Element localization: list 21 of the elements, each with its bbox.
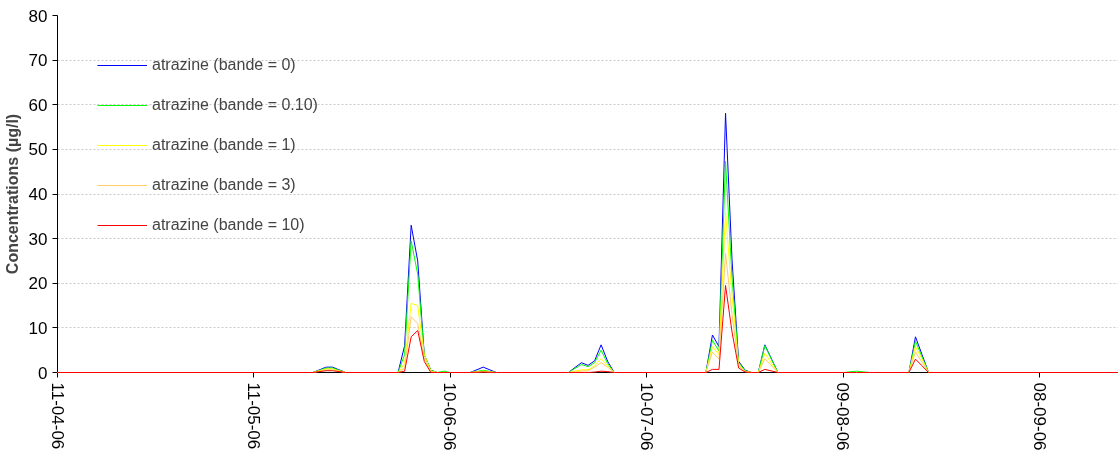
x-tick-label: 10-06-06: [440, 382, 460, 451]
legend-label: atrazine (bande = 0): [152, 56, 296, 74]
legend-label: atrazine (bande = 3): [152, 176, 296, 194]
y-tick-label: 20: [28, 274, 48, 294]
legend-label: atrazine (bande = 1): [152, 136, 296, 154]
x-tick-label: 11-04-06: [47, 382, 67, 450]
y-tick-label: 50: [28, 140, 48, 160]
y-tick-label: 0: [38, 363, 48, 383]
y-tick-label: 10: [28, 318, 48, 338]
x-tick-label: 09-08-06: [833, 382, 853, 451]
x-tick-label: 10-07-06: [636, 382, 656, 451]
y-tick-label: 60: [28, 95, 48, 115]
x-tick-label: 08-09-06: [1029, 382, 1049, 451]
y-tick-label: 30: [28, 229, 48, 249]
y-tick-label: 80: [28, 6, 48, 26]
legend-label: atrazine (bande = 0.10): [152, 96, 318, 114]
y-tick-label: 70: [28, 51, 48, 71]
y-axis-title: Concentrations (µg/l): [3, 113, 21, 275]
y-tick-label: 40: [28, 185, 48, 204]
legend-label: atrazine (bande = 10): [152, 216, 305, 234]
x-tick-label: 11-05-06: [243, 382, 263, 450]
